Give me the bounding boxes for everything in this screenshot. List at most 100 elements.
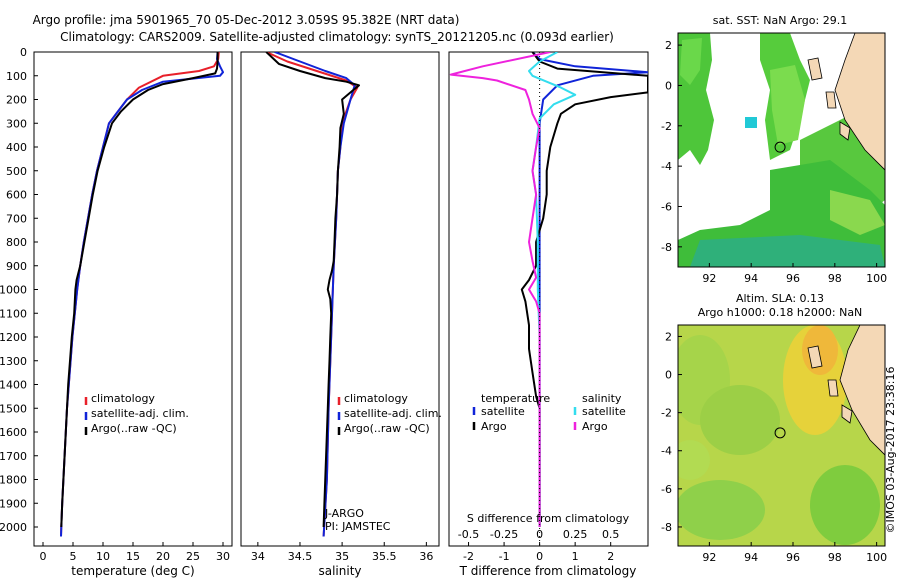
depth-tick-label: 600	[6, 189, 27, 202]
s-difference-label: S difference from climatology	[467, 512, 630, 525]
sst-patch	[690, 235, 885, 267]
x-tick-label: 15	[126, 550, 140, 563]
legend-title-salinity: salinity	[582, 392, 622, 405]
lon-tick-label: 96	[786, 551, 800, 564]
temperature-tick-labels: 0 5 10 15 20 25 30	[40, 542, 230, 563]
salinity-x-label: salinity	[318, 564, 361, 578]
legend-label-climatology: climatology	[344, 392, 408, 405]
sla-map-field	[678, 325, 885, 546]
sla-map-panel: Altim. SLA: 0.13 Argo h1000: 0.18 h2000:…	[661, 292, 887, 564]
sst-map-title: sat. SST: NaN Argo: 29.1	[713, 14, 847, 27]
series-line-argo	[265, 52, 360, 528]
s-tick-label: 0.25	[563, 528, 588, 541]
depth-tick-label: 1700	[0, 450, 27, 463]
sst-longitude-ticks: 92 94 96 98 100	[702, 263, 887, 285]
depth-tick-label: 1100	[0, 307, 27, 320]
lat-tick-label: -4	[661, 445, 672, 458]
lon-tick-label: 92	[702, 551, 716, 564]
temperature-plot-frame	[33, 51, 233, 547]
x-tick-label: 10	[96, 550, 110, 563]
lat-tick-label: -8	[661, 241, 672, 254]
s-difference-tick-labels: -0.5 -0.25 0 0.25 0.5	[458, 528, 620, 541]
x-tick-label: 25	[186, 550, 200, 563]
x-tick-label: 1	[572, 550, 579, 563]
depth-tick-label: 900	[6, 260, 27, 273]
x-tick-label: 2	[607, 550, 614, 563]
legend-label-satellite: satellite-adj. clim.	[91, 407, 189, 420]
x-tick-label: 36	[419, 550, 433, 563]
pi-annotation: PI: JAMSTEC	[325, 520, 391, 533]
lon-tick-label: 98	[828, 551, 842, 564]
difference-plot-frame	[448, 51, 649, 547]
depth-tick-label: 1500	[0, 402, 27, 415]
x-tick-label: 20	[156, 550, 170, 563]
legend-label-t-argo: Argo	[481, 420, 507, 433]
lon-tick-label: 92	[702, 272, 716, 285]
difference-series	[449, 52, 648, 546]
jargo-annotation: J-ARGO	[324, 507, 364, 520]
x-tick-label: 34	[251, 550, 265, 563]
lat-tick-label: 2	[665, 330, 672, 343]
depth-tick-label: 0	[20, 46, 27, 59]
depth-tick-label: 1000	[0, 284, 27, 297]
depth-tick-label: 2000	[0, 521, 27, 534]
legend-label-t-satellite: satellite	[481, 405, 525, 418]
sla-patch	[700, 385, 780, 455]
x-tick-label: -1	[499, 550, 510, 563]
salinity-legend: climatology satellite-adj. clim. Argo(..…	[337, 392, 442, 435]
s-tick-label: 0	[536, 528, 543, 541]
depth-tick-label: 1600	[0, 426, 27, 439]
x-tick-label: 0	[536, 550, 543, 563]
depth-tick-label: 200	[6, 94, 27, 107]
sla-patch	[810, 465, 880, 545]
legend-label-s-argo: Argo	[582, 420, 608, 433]
sst-map-field	[678, 33, 885, 267]
x-tick-label: 35.5	[372, 550, 397, 563]
depth-tick-label: 700	[6, 212, 27, 225]
island	[841, 404, 853, 424]
depth-tick-label: 1800	[0, 474, 27, 487]
argo-position-marker	[774, 141, 786, 153]
salinity-panel: 34 34.5 35 35.5 36 salinity climatology sate…	[240, 51, 442, 578]
sumatra-coast	[834, 33, 885, 171]
depth-tick-label: 1300	[0, 355, 27, 368]
depth-tick-label: 300	[6, 117, 27, 130]
lat-tick-label: 0	[665, 79, 672, 92]
lat-tick-label: 2	[665, 39, 672, 52]
depth-tick-label: 500	[6, 165, 27, 178]
lon-tick-label: 94	[744, 551, 758, 564]
sst-patch	[770, 65, 805, 145]
sst-patch	[830, 190, 885, 235]
island	[827, 379, 839, 397]
sla-patch	[678, 440, 710, 480]
argo-position-marker	[774, 427, 786, 439]
series-line-t-satellite	[531, 52, 648, 527]
s-tick-label: -0.5	[458, 528, 479, 541]
lon-tick-label: 100	[866, 272, 887, 285]
sla-map-title-1: Altim. SLA: 0.13	[736, 292, 824, 305]
lat-tick-label: -2	[661, 407, 672, 420]
depth-tick-label: 1400	[0, 379, 27, 392]
imos-credit: ©IMOS 03-Aug-2017 23:38:16	[884, 367, 897, 534]
legend-title-temperature: temperature	[481, 392, 550, 405]
depth-tick-label: 1200	[0, 331, 27, 344]
sst-cell-cyan	[745, 117, 757, 128]
lon-tick-label: 96	[786, 272, 800, 285]
salinity-tick-labels: 34 34.5 35 35.5 36	[251, 542, 433, 563]
depth-tick-labels: 0 100 200 300 400 500 600 700 800 900 1000 1100 1200…	[0, 46, 453, 534]
depth-tick-label: 800	[6, 236, 27, 249]
header-line-1: Argo profile: jma 5901965_70 05-Dec-2012…	[33, 13, 460, 27]
legend-label-argo: Argo(..raw -QC)	[344, 422, 430, 435]
legend-label-satellite: satellite-adj. clim.	[344, 407, 442, 420]
island	[807, 345, 823, 369]
lat-tick-label: -2	[661, 120, 672, 133]
legend-label-argo: Argo(..raw -QC)	[91, 422, 177, 435]
sst-patch	[680, 38, 702, 85]
sla-patch	[678, 480, 765, 540]
temperature-x-label: temperature (deg C)	[71, 564, 194, 578]
temperature-series	[60, 52, 224, 537]
lon-tick-label: 94	[744, 272, 758, 285]
s-tick-label: -0.25	[490, 528, 518, 541]
depth-tick-label: 100	[6, 70, 27, 83]
